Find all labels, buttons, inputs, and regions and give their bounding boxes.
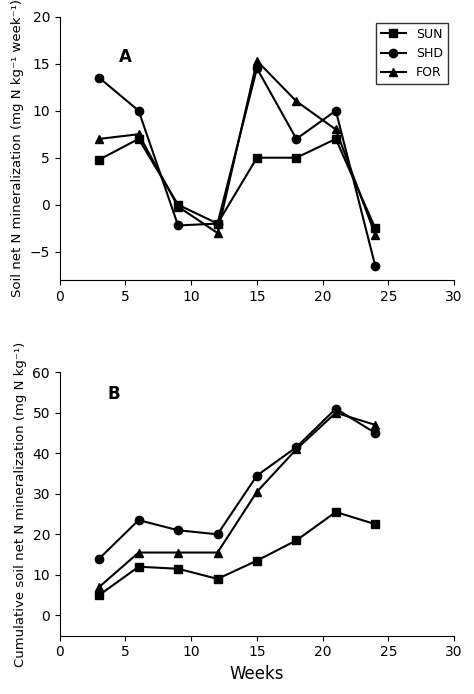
X-axis label: Weeks: Weeks <box>230 665 284 683</box>
FOR <box>175 548 181 557</box>
Y-axis label: Soil net N mineralization (mg N kg⁻¹ week⁻¹): Soil net N mineralization (mg N kg⁻¹ wee… <box>11 0 24 297</box>
FOR <box>215 229 220 237</box>
SUN <box>96 591 102 599</box>
FOR <box>96 583 102 591</box>
FOR <box>254 57 260 65</box>
SHD <box>175 221 181 230</box>
FOR <box>373 230 378 239</box>
SHD <box>96 555 102 563</box>
SHD <box>175 526 181 534</box>
SHD <box>293 443 299 451</box>
SHD <box>254 64 260 72</box>
SHD <box>333 405 338 413</box>
FOR <box>333 126 338 134</box>
SUN <box>215 575 220 583</box>
SUN <box>175 201 181 209</box>
SUN <box>136 563 141 571</box>
SHD <box>373 429 378 437</box>
SUN <box>293 536 299 545</box>
FOR <box>175 203 181 211</box>
Legend: SUN, SHD, FOR: SUN, SHD, FOR <box>376 23 448 85</box>
FOR <box>136 130 141 138</box>
SUN <box>96 155 102 164</box>
FOR <box>254 488 260 496</box>
Text: B: B <box>107 385 120 403</box>
SHD <box>373 262 378 270</box>
SUN <box>136 135 141 143</box>
SHD <box>293 135 299 143</box>
SUN <box>293 153 299 162</box>
Line: FOR: FOR <box>95 409 379 591</box>
SHD <box>333 106 338 115</box>
SUN <box>373 224 378 232</box>
FOR <box>293 445 299 453</box>
SHD <box>96 74 102 82</box>
Line: SHD: SHD <box>95 64 379 270</box>
SUN <box>175 565 181 573</box>
FOR <box>373 421 378 429</box>
SHD <box>215 219 220 228</box>
SUN <box>333 508 338 516</box>
Line: SHD: SHD <box>95 405 379 563</box>
Y-axis label: Cumulative soil net N mineralization (mg N kg⁻¹): Cumulative soil net N mineralization (mg… <box>14 341 27 666</box>
FOR <box>96 135 102 143</box>
SUN <box>333 135 338 143</box>
SUN <box>254 153 260 162</box>
Line: FOR: FOR <box>95 57 379 239</box>
SHD <box>136 106 141 115</box>
SUN <box>215 219 220 228</box>
FOR <box>136 548 141 557</box>
SUN <box>373 520 378 528</box>
FOR <box>215 548 220 557</box>
SHD <box>215 530 220 539</box>
Text: A: A <box>119 48 132 66</box>
SHD <box>136 516 141 524</box>
FOR <box>333 409 338 417</box>
Line: SUN: SUN <box>95 135 379 232</box>
SUN <box>254 557 260 565</box>
SHD <box>254 471 260 480</box>
FOR <box>293 97 299 105</box>
Line: SUN: SUN <box>95 508 379 599</box>
